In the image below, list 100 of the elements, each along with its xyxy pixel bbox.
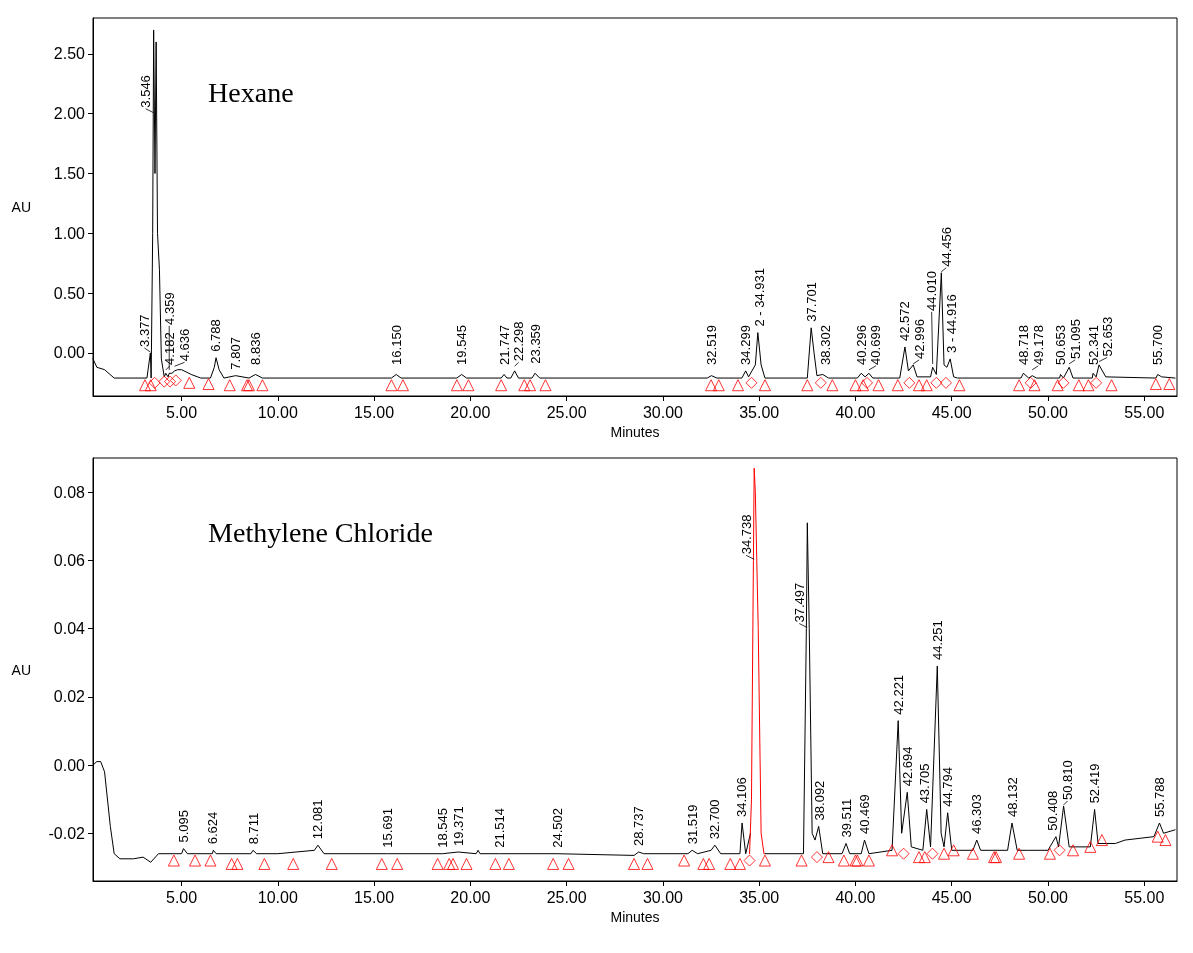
annotation: 19.371 (450, 806, 466, 846)
annotation: 4.182 (162, 332, 178, 365)
y-tick-label: 0.50 (53, 284, 86, 302)
x-tick-label: 5.00 (166, 888, 198, 906)
x-tick-label: 40.00 (835, 888, 876, 906)
annotation: 28.737 (631, 806, 647, 846)
y-tick-label: 1.50 (53, 165, 86, 183)
x-tick-label: 50.00 (1027, 403, 1069, 421)
x-axis-title: Minutes (610, 908, 660, 925)
annotation: 51.095 (1067, 319, 1083, 359)
annotation: 32.700 (707, 799, 723, 840)
x-tick-label: 15.00 (354, 888, 395, 906)
annotation: 44.456 (938, 227, 954, 267)
x-tick-label: 50.00 (1027, 888, 1069, 906)
annotation: 40.296 (853, 325, 869, 365)
annotation: 40.699 (868, 325, 884, 365)
annotation: 34.106 (734, 777, 750, 818)
y-tick-label: -0.02 (48, 824, 86, 842)
x-tick-label: 45.00 (931, 403, 972, 421)
annotation: 6.788 (208, 319, 224, 352)
annotation: 50.653 (1053, 325, 1069, 365)
annotation: 55.788 (1151, 777, 1167, 818)
y-tick-label: 0.06 (53, 551, 86, 569)
x-tick-label: 5.00 (166, 403, 198, 421)
annotation: 52.419 (1087, 763, 1103, 804)
annotation: 21.747 (496, 325, 512, 365)
y-tick-label: 0.00 (53, 756, 86, 774)
annotation: 3 - 44.916 (943, 294, 959, 353)
annotation: 46.303 (969, 794, 985, 835)
annotation: 21.514 (492, 807, 508, 848)
annotation: 8.711 (245, 812, 261, 845)
annotation: 24.502 (549, 807, 565, 848)
annotation: 22.298 (511, 321, 527, 362)
annotation: 42.221 (890, 674, 906, 715)
annotation: 48.132 (1004, 777, 1020, 818)
x-tick-label: 20.00 (450, 888, 491, 906)
annotation: 50.810 (1060, 760, 1076, 800)
x-tick-label: 45.00 (931, 888, 972, 906)
annotation: 42.996 (911, 319, 927, 359)
x-tick-label: 35.00 (739, 403, 780, 421)
annotation: 19.545 (454, 325, 470, 365)
x-tick-label: 25.00 (546, 403, 587, 421)
x-tick-label: 30.00 (642, 888, 684, 906)
y-axis-title: AU (11, 199, 31, 215)
annotation: Hexane (208, 76, 294, 108)
annotation: 48.718 (1015, 325, 1031, 365)
x-tick-label: 40.00 (835, 403, 876, 421)
y-tick-label: 0.08 (53, 483, 86, 501)
y-tick-label: 0.04 (53, 620, 86, 638)
annotation: 12.081 (310, 799, 326, 840)
x-tick-label: 15.00 (354, 403, 395, 421)
annotation: 5.095 (175, 810, 191, 843)
annotation: 7.807 (228, 337, 244, 370)
y-tick-label: 0.02 (53, 688, 86, 706)
annotation: 40.469 (856, 794, 872, 835)
annotation: 55.700 (1150, 325, 1166, 365)
y-axis-title: AU (11, 661, 31, 678)
annotation: 37.701 (803, 282, 819, 322)
x-axis-title: Minutes (610, 423, 660, 440)
annotation: 49.178 (1030, 325, 1046, 365)
annotation: 38.302 (818, 325, 834, 365)
annotation: 8.836 (247, 332, 263, 365)
x-tick-label: 55.00 (1124, 888, 1165, 906)
annotation: 42.694 (899, 746, 915, 787)
y-tick-label: 2.00 (53, 105, 86, 123)
annotation: 23.359 (527, 323, 543, 364)
y-tick-label: 2.50 (53, 45, 86, 63)
annotation: 4.359 (161, 292, 177, 325)
annotation: 37.497 (791, 582, 807, 623)
annotation: Methylene Chloride (208, 516, 433, 548)
annotation: 2 - 34.931 (752, 268, 768, 327)
x-tick-label: 25.00 (546, 888, 587, 906)
annotation: 15.691 (379, 807, 395, 848)
x-tick-label: 55.00 (1124, 403, 1165, 421)
x-tick-label: 20.00 (450, 403, 491, 421)
annotation: 43.705 (917, 763, 933, 804)
annotation: 31.519 (684, 804, 700, 845)
annotation: 16.150 (388, 325, 404, 365)
y-tick-label: 1.00 (53, 224, 86, 242)
annotation: 18.545 (434, 807, 450, 848)
annotation: 44.794 (940, 767, 956, 807)
x-tick-label: 30.00 (642, 403, 684, 421)
x-tick-label: 10.00 (257, 888, 298, 906)
annotation: 44.010 (924, 271, 940, 311)
annotation: 52.341 (1085, 325, 1101, 365)
annotation: 34.299 (738, 325, 754, 365)
annotation: 52.653 (1099, 316, 1115, 357)
annotation: 34.738 (738, 514, 754, 555)
annotation: 38.092 (812, 780, 828, 821)
annotation: 3.377 (136, 314, 152, 347)
x-tick-label: 10.00 (257, 403, 298, 421)
x-tick-label: 35.00 (739, 888, 780, 906)
annotation: 39.511 (838, 798, 854, 838)
annotation: 44.251 (929, 620, 945, 661)
annotation: 42.572 (897, 301, 913, 341)
annotation: 50.408 (1045, 790, 1061, 831)
annotation: 3.546 (138, 75, 154, 108)
annotation: 6.624 (205, 811, 221, 845)
annotation: 32.519 (703, 325, 719, 365)
y-tick-label: 0.00 (53, 344, 86, 362)
